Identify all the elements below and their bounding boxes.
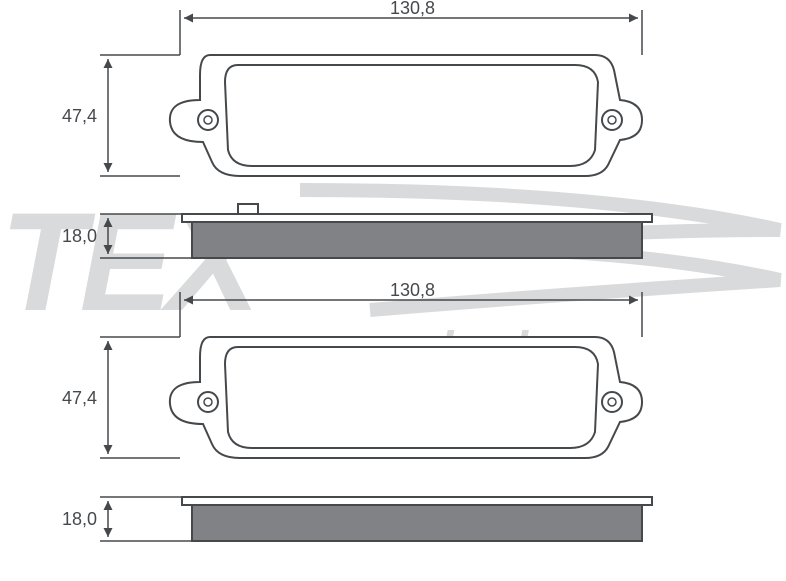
brake-pad-bottom-front [170,337,642,458]
dim-top-height-label: 47,4 [62,106,97,126]
dim-top-thickness-label: 18,0 [62,226,97,246]
watermark-main: TEX [0,183,268,340]
brake-pad-bottom-side [182,497,652,541]
dim-bottom-thickness-label: 18,0 [62,509,97,529]
technical-drawing: TEX brakes 130,8 47,4 [0,0,786,581]
pad-bottom-left-hole [198,392,218,412]
pad-bottom-friction [225,347,598,448]
pad-top-side-backplate [182,214,652,222]
dim-bottom-thickness: 18,0 [62,497,192,541]
dim-bottom-height-label: 47,4 [62,388,97,408]
brake-pad-top-front [170,55,642,176]
pad-top-side-friction [192,222,642,258]
dim-top-width: 130,8 [180,0,642,55]
pad-bottom-side-friction [192,505,642,541]
pad-top-friction [225,65,598,166]
dim-bottom-height: 47,4 [62,337,180,458]
dim-bottom-width-label: 130,8 [390,280,435,300]
pad-bottom-side-backplate [182,497,652,505]
dim-top-width-label: 130,8 [390,0,435,18]
pad-bottom-right-hole [602,392,622,412]
pad-top-right-hole [602,110,622,130]
pad-top-left-hole [198,110,218,130]
dim-top-height: 47,4 [62,55,180,176]
